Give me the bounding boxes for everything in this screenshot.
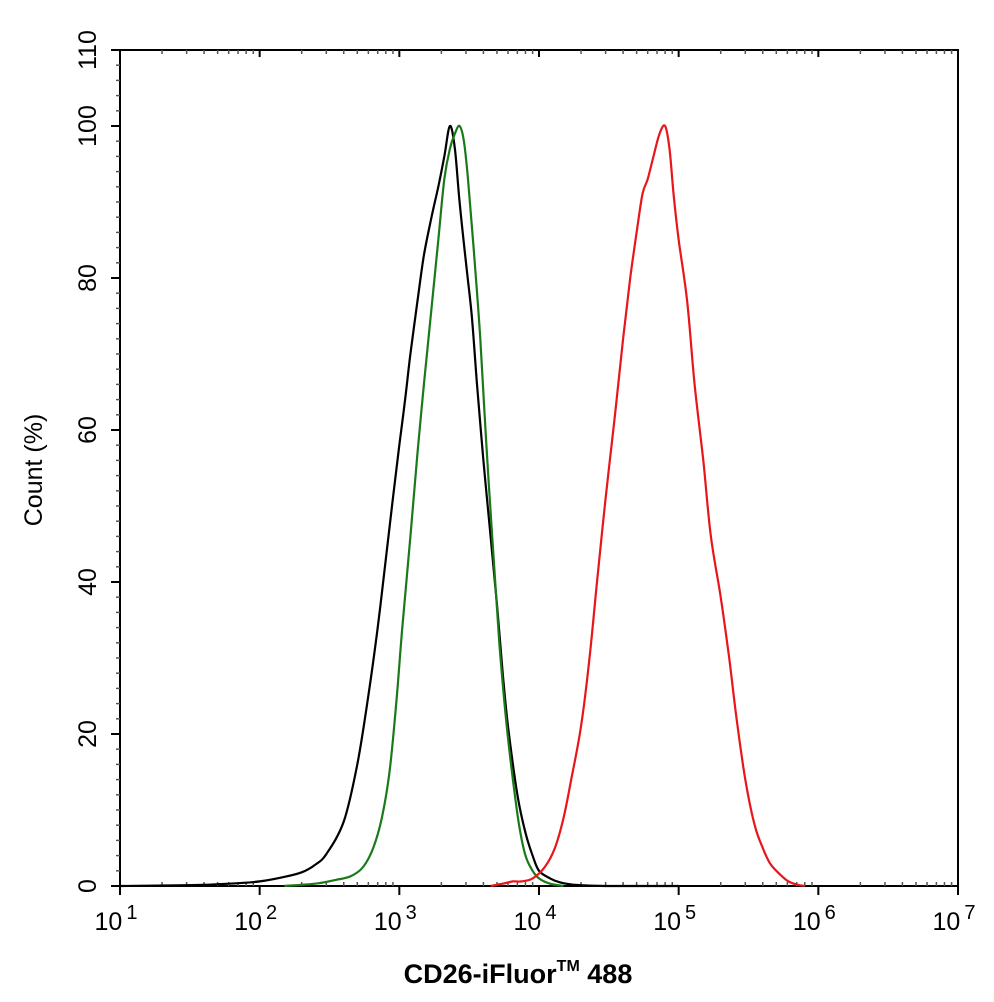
x-tick-label: 10 2 (234, 902, 277, 936)
major-ticks (111, 49, 959, 895)
y-tick-label: 60 (74, 416, 102, 444)
series-line-2 (284, 124, 564, 888)
y-tick-label: 110 (74, 30, 102, 70)
x-tick-label: 10 4 (514, 902, 557, 936)
x-tick-label: 10 1 (95, 902, 138, 936)
y-tick-label: 20 (74, 720, 102, 748)
x-tick-label: 10 6 (793, 902, 836, 936)
x-axis-title: CD26-iFluorTM 488 (404, 958, 633, 989)
x-tick-label: 10 5 (653, 902, 696, 936)
series-line-1 (119, 124, 679, 888)
minor-ticks (116, 50, 953, 886)
y-tick-label: 0 (74, 879, 102, 893)
y-axis-title: Count (%) (20, 414, 48, 527)
series-line-3 (490, 124, 806, 888)
x-axis-title-tail: 488 (580, 959, 633, 989)
x-axis-title-main: CD26-iFluor (404, 959, 558, 989)
x-tick-labels: 10 1 10 2 10 3 10 4 10 5 10 6 10 7 (95, 902, 976, 936)
x-tick-label: 10 7 (933, 902, 976, 936)
plot-area (111, 49, 959, 895)
y-tick-label: 100 (74, 105, 102, 147)
y-tick-label: 40 (74, 568, 102, 596)
y-tick-labels: 0 20 40 60 80 100 110 (74, 30, 102, 893)
x-tick-label: 10 3 (374, 902, 417, 936)
y-tick-label: 80 (74, 264, 102, 292)
series-layer (119, 124, 806, 888)
plot-frame (119, 49, 959, 887)
x-axis-title-sup: TM (557, 958, 580, 975)
